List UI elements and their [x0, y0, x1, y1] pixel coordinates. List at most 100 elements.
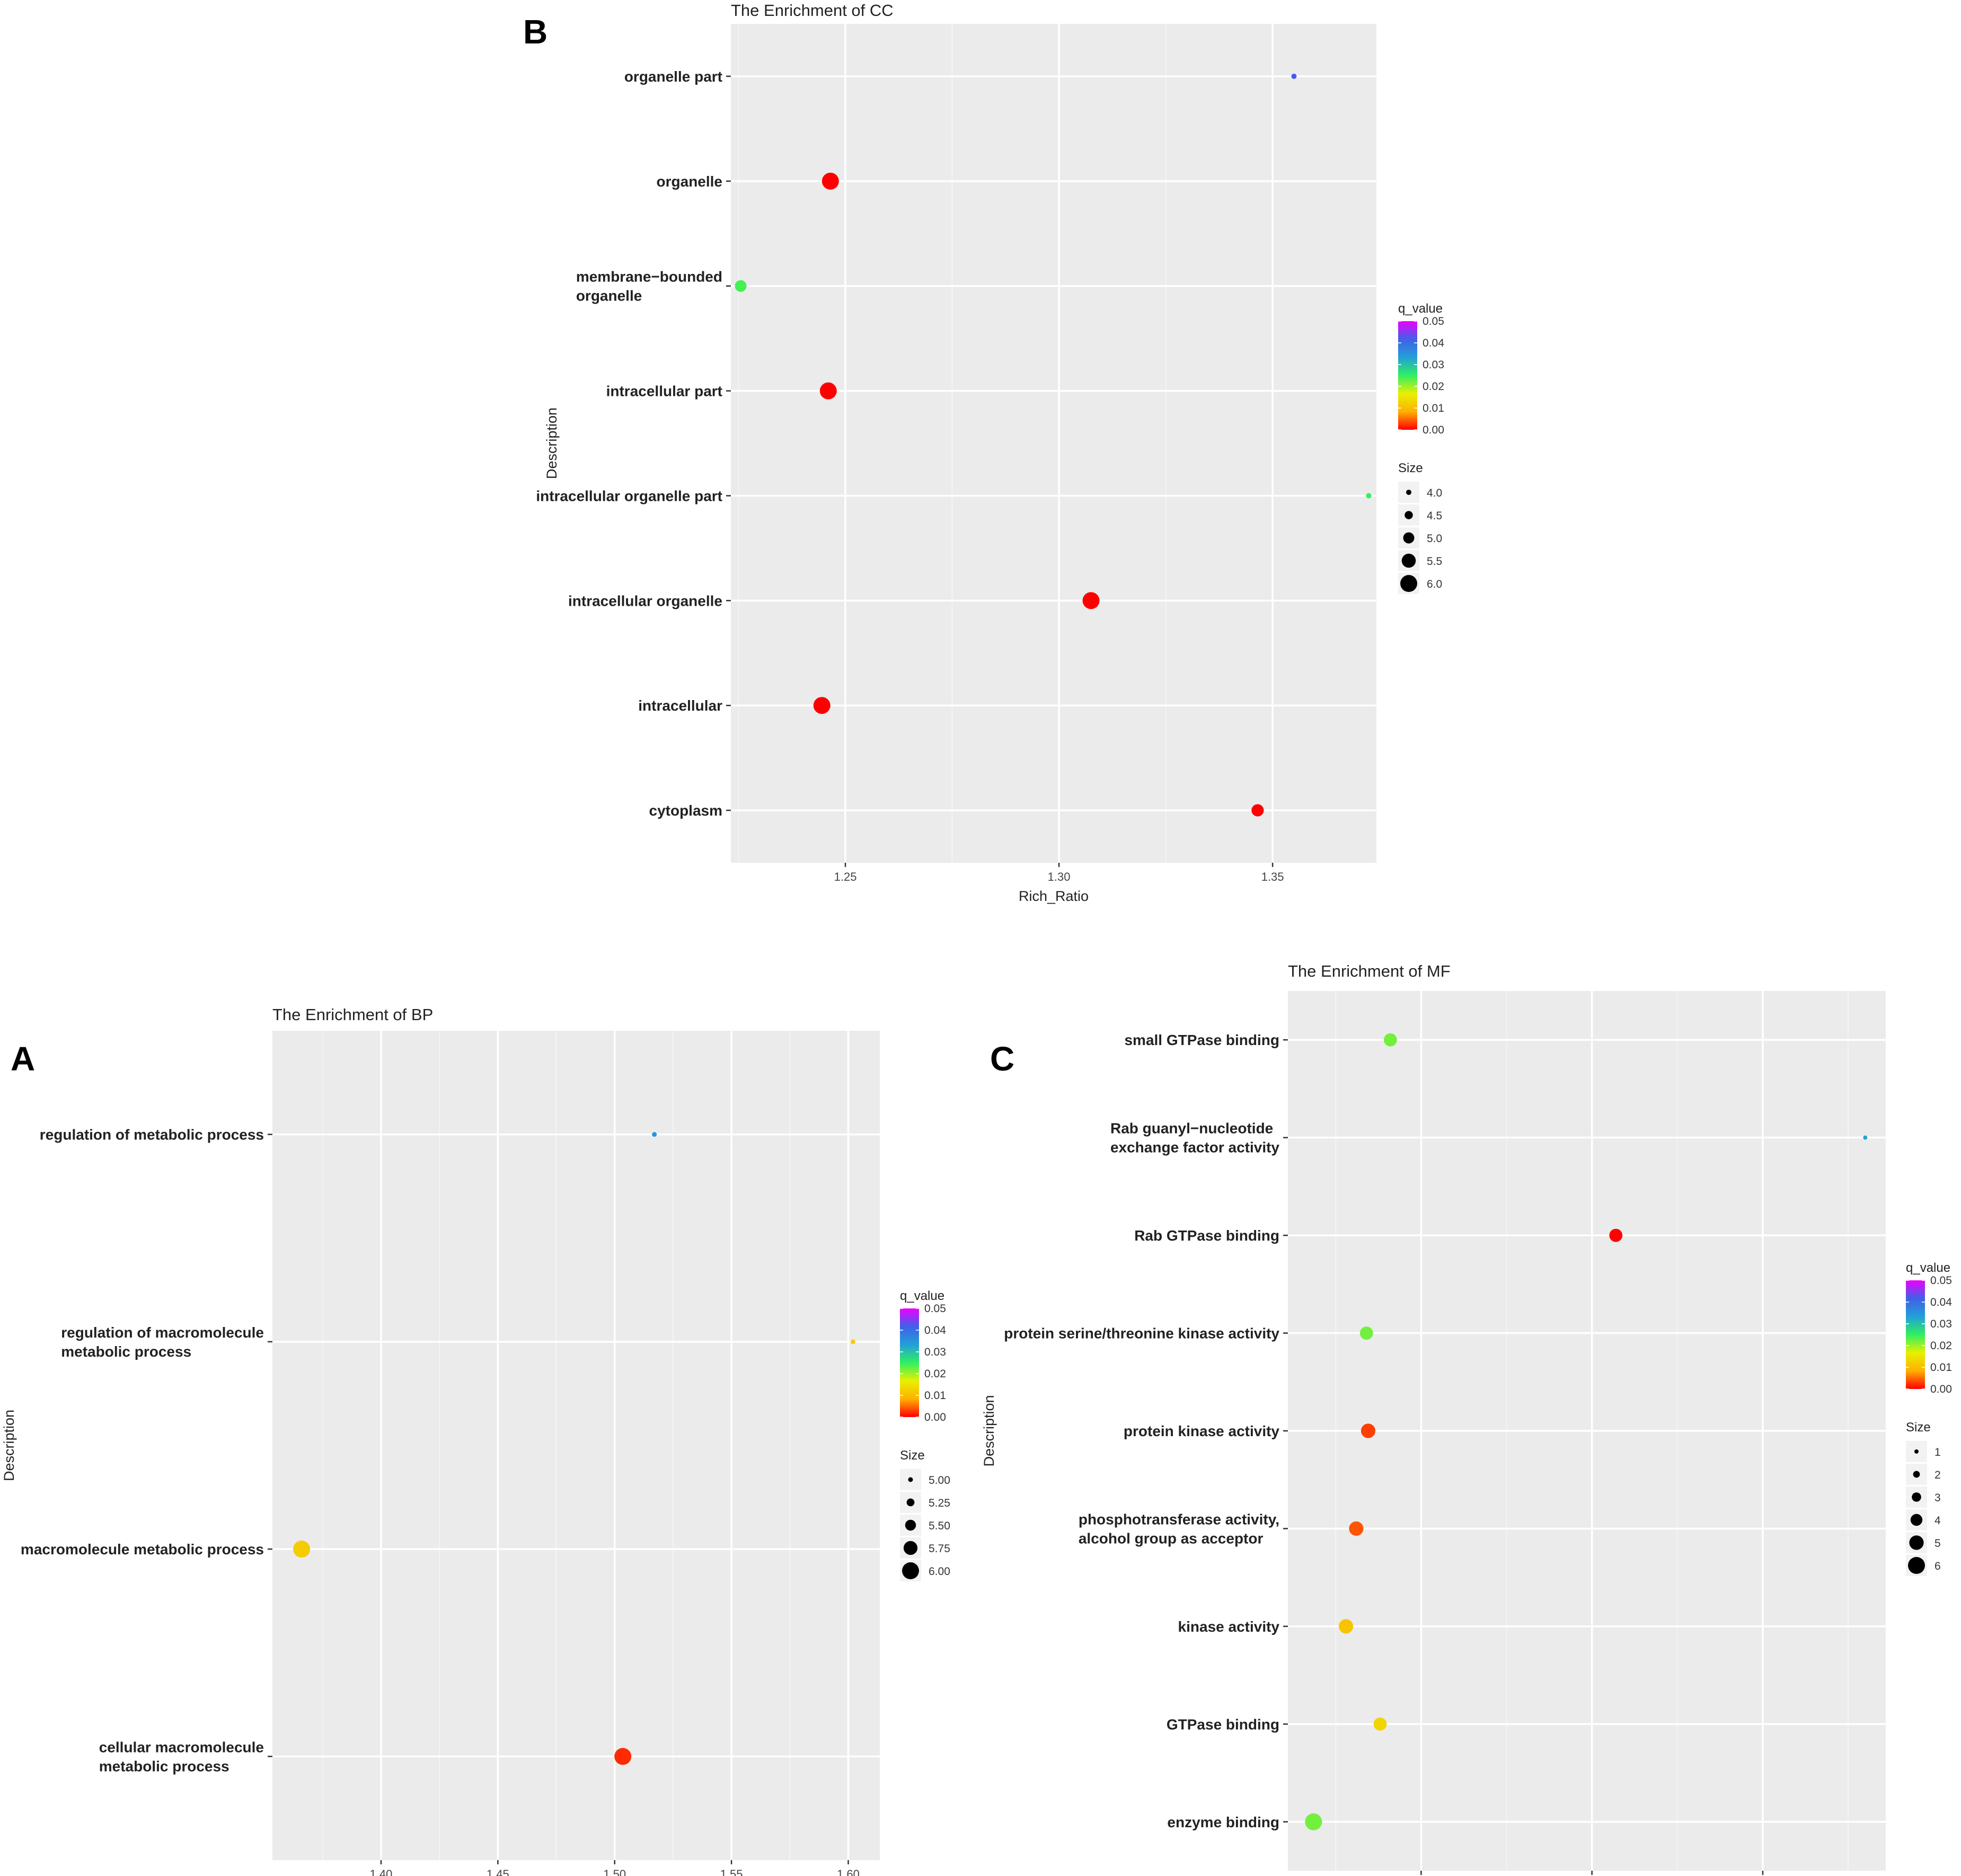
size-label: 5.75 — [929, 1543, 950, 1555]
category-label: organelle part — [624, 68, 722, 85]
data-point — [652, 1132, 657, 1137]
x-tick-label: 1.25 — [834, 870, 857, 883]
size-label: 5.00 — [929, 1474, 950, 1486]
data-point — [1863, 1135, 1868, 1140]
data-point — [813, 697, 831, 714]
colorbar-label: 0.01 — [1930, 1361, 1952, 1374]
y-axis-title: Description — [981, 1395, 997, 1466]
category-label: protein serine/threonine kinase activity — [1004, 1325, 1279, 1342]
colorbar-label: 0.05 — [1423, 315, 1444, 328]
colorbar — [900, 1308, 919, 1417]
data-point — [1082, 592, 1100, 609]
data-point — [1609, 1228, 1623, 1242]
category-label: intracellular organelle part — [536, 488, 722, 504]
x-tick-label: 1.40 — [370, 1868, 393, 1876]
size-key — [1401, 553, 1416, 568]
panel-letter-b: B — [523, 13, 547, 51]
data-point — [1359, 1326, 1373, 1340]
data-point — [1373, 1717, 1387, 1731]
data-point — [1305, 1813, 1322, 1830]
size-key — [1912, 1492, 1921, 1502]
colorbar — [1906, 1280, 1925, 1389]
colorbar-label: 0.02 — [1423, 380, 1444, 393]
size-label: 1 — [1934, 1446, 1941, 1458]
size-key — [1913, 1471, 1920, 1478]
size-key — [1914, 1449, 1919, 1454]
panel-letter-a: A — [11, 1040, 35, 1078]
size-key — [906, 1498, 915, 1507]
category-label: alcohol group as acceptor — [1079, 1530, 1264, 1546]
colorbar-label: 0.03 — [924, 1346, 946, 1358]
category-label: exchange factor activity — [1110, 1139, 1279, 1156]
x-tick-label: 1.35 — [1261, 870, 1284, 883]
size-label: 4.5 — [1427, 510, 1442, 522]
data-point — [1291, 73, 1297, 79]
data-point — [1251, 804, 1264, 817]
color-legend-title: q_value — [1906, 1261, 1950, 1275]
size-label: 3 — [1934, 1492, 1941, 1504]
panel-letter-c: C — [990, 1040, 1014, 1078]
size-legend-title: Size — [1906, 1420, 1931, 1435]
category-label: Rab GTPase binding — [1134, 1227, 1279, 1244]
data-point — [1361, 1423, 1376, 1438]
chart-cc: The Enrichment of CC organelle part organe… — [536, 1, 1444, 904]
size-label: 4 — [1934, 1515, 1941, 1527]
data-point — [735, 280, 747, 292]
data-point — [1338, 1619, 1354, 1634]
category-label: regulation of macromolecule — [61, 1324, 264, 1341]
color-legend-title: q_value — [900, 1289, 944, 1303]
size-label: 4.0 — [1427, 487, 1442, 499]
x-tick-label: 1.45 — [487, 1868, 509, 1876]
category-label: kinase activity — [1178, 1618, 1280, 1635]
colorbar-label: 0.03 — [1930, 1318, 1952, 1330]
size-label: 2 — [1934, 1469, 1941, 1481]
color-legend-title: q_value — [1398, 302, 1443, 316]
category-label: regulation of metabolic process — [40, 1127, 264, 1143]
colorbar-label: 0.00 — [1423, 424, 1444, 436]
category-label: macromolecule metabolic process — [21, 1541, 264, 1558]
size-legend-title: Size — [900, 1448, 925, 1463]
colorbar-label: 0.05 — [1930, 1275, 1952, 1287]
x-tick-label: 1.60 — [837, 1868, 860, 1876]
size-legend-title: Size — [1398, 461, 1423, 475]
chart-title: The Enrichment of MF — [1288, 962, 1451, 980]
colorbar-label: 0.04 — [1930, 1296, 1952, 1308]
data-point — [1349, 1521, 1364, 1536]
chart-title: The Enrichment of CC — [731, 1, 894, 20]
x-tick-label: 1.50 — [603, 1868, 626, 1876]
size-label: 6.00 — [929, 1565, 950, 1578]
size-label: 6.0 — [1427, 578, 1442, 590]
data-point — [614, 1748, 632, 1765]
size-key — [902, 1562, 919, 1579]
category-label: cytoplasm — [649, 802, 723, 819]
chart-title: The Enrichment of BP — [272, 1005, 433, 1024]
data-point — [1383, 1033, 1397, 1047]
data-point — [819, 382, 837, 400]
size-key — [1406, 490, 1411, 495]
category-label: phosphotransferase activity, — [1079, 1511, 1279, 1527]
data-point — [293, 1541, 311, 1558]
size-label: 5.50 — [929, 1520, 950, 1532]
size-label: 5.5 — [1427, 555, 1442, 568]
colorbar-label: 0.03 — [1423, 359, 1444, 371]
x-axis-title: Rich_Ratio — [1019, 888, 1089, 904]
colorbar-label: 0.04 — [924, 1324, 946, 1337]
category-label: intracellular organelle — [568, 592, 722, 609]
x-tick-label: 1.30 — [1048, 870, 1071, 883]
category-label: metabolic process — [61, 1343, 191, 1360]
size-key — [1909, 1535, 1924, 1550]
category-label: intracellular part — [606, 383, 722, 400]
size-key — [908, 1477, 913, 1482]
category-label: organelle — [576, 288, 642, 304]
category-label: Rab guanyl−nucleotide — [1110, 1120, 1273, 1137]
category-label: GTPase binding — [1167, 1716, 1279, 1732]
size-key — [905, 1519, 916, 1531]
category-label: membrane−bounded — [576, 269, 722, 285]
colorbar-label: 0.01 — [1423, 402, 1444, 414]
category-label: metabolic process — [99, 1758, 229, 1774]
colorbar-label: 0.00 — [1930, 1383, 1952, 1395]
category-label: cellular macromolecule — [99, 1739, 264, 1755]
category-label: small GTPase binding — [1124, 1032, 1279, 1048]
